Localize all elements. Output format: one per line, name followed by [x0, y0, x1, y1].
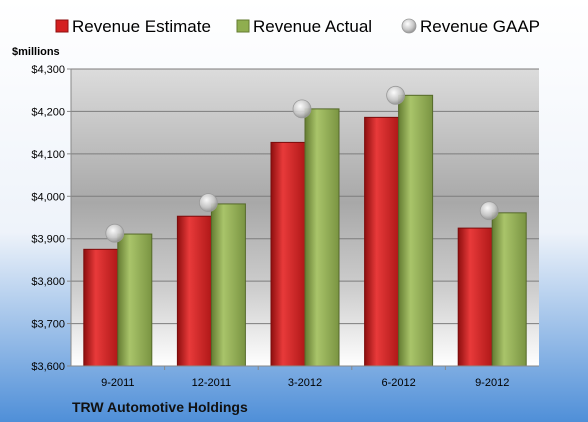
x-tick-label: 12-2011 — [192, 377, 232, 389]
gaap-markers-layer — [105, 85, 499, 243]
x-tick-label: 6-2012 — [381, 377, 415, 389]
y-tick-label: $3,900 — [31, 234, 65, 246]
bar-revenue-estimate — [83, 248, 119, 367]
x-tick-label: 9-2012 — [475, 377, 509, 389]
legend-swatch-estimate — [55, 19, 69, 33]
marker-revenue-gaap — [479, 201, 499, 221]
legend-label-estimate: Revenue Estimate — [72, 17, 211, 36]
bar-revenue-actual — [398, 94, 434, 367]
y-tick-label: $4,100 — [31, 149, 65, 161]
bar-revenue-actual — [304, 108, 340, 367]
legend-swatch-actual — [236, 19, 250, 33]
marker-revenue-gaap — [198, 193, 218, 213]
bar-revenue-actual — [117, 233, 153, 367]
legend-item-revenue-estimate: Revenue Estimate — [55, 17, 211, 36]
legend: Revenue Estimate Revenue Actual Revenue … — [55, 17, 540, 36]
x-tick-label: 3-2012 — [288, 377, 322, 389]
y-tick-label: $3,600 — [31, 361, 65, 373]
x-tick-label: 9-2011 — [101, 377, 134, 389]
bar-revenue-actual — [491, 212, 527, 367]
marker-revenue-gaap — [386, 85, 406, 105]
legend-swatch-gaap — [401, 18, 417, 34]
y-tick-labels: $3,600 $3,700 $3,800 $3,900 $4,000 $4,100 $4,2… — [31, 64, 71, 373]
bar-revenue-actual — [210, 203, 246, 367]
legend-label-gaap: Revenue GAAP — [420, 17, 540, 36]
bars-layer — [83, 94, 527, 367]
legend-label-actual: Revenue Actual — [253, 17, 372, 36]
bar-revenue-estimate — [364, 116, 400, 367]
bar-revenue-estimate — [270, 141, 306, 367]
y-tick-label: $4,000 — [31, 191, 65, 203]
marker-revenue-gaap — [292, 99, 312, 119]
axes-layer — [70, 69, 539, 367]
x-tick-labels: 9-2011 12-2011 3-2012 6-2012 9-2012 — [101, 366, 509, 389]
y-tick-label: $4,300 — [31, 64, 65, 76]
chart-title: TRW Automotive Holdings — [72, 399, 248, 415]
y-tick-label: $3,700 — [31, 319, 65, 331]
y-axis-label: $millions — [12, 46, 60, 58]
marker-revenue-gaap — [105, 223, 125, 243]
y-tick-label: $3,800 — [31, 276, 65, 288]
bar-revenue-estimate — [457, 227, 493, 367]
bar-revenue-estimate — [176, 215, 212, 367]
legend-item-revenue-actual: Revenue Actual — [236, 17, 372, 36]
y-tick-label: $4,200 — [31, 106, 65, 118]
legend-item-revenue-gaap: Revenue GAAP — [401, 17, 540, 36]
